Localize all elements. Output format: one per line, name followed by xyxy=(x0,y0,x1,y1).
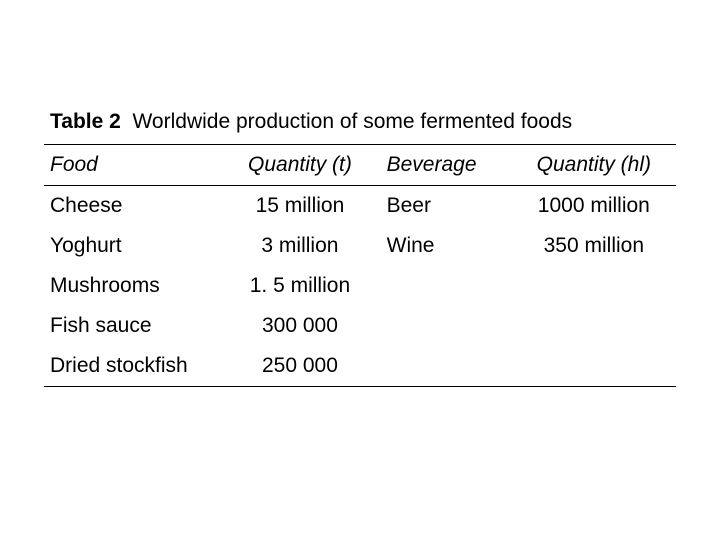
cell-qty-hl xyxy=(512,266,676,306)
cell-qty-t: 3 million xyxy=(227,226,372,266)
cell-bev xyxy=(373,306,512,346)
cell-bev: Wine xyxy=(373,226,512,266)
table-label: Table 2 xyxy=(50,110,121,133)
table-row: Mushrooms 1. 5 million xyxy=(44,266,676,306)
cell-qty-t: 300 000 xyxy=(227,306,372,346)
cell-bev xyxy=(373,346,512,387)
col-header-qty-hl: Quantity (hl) xyxy=(512,145,676,186)
cell-bev: Beer xyxy=(373,186,512,227)
cell-food: Dried stockfish xyxy=(44,346,227,387)
table-row: Fish sauce 300 000 xyxy=(44,306,676,346)
cell-qty-t: 250 000 xyxy=(227,346,372,387)
cell-qty-hl xyxy=(512,306,676,346)
table-caption: Table 2 Worldwide production of some fer… xyxy=(50,110,676,134)
col-header-qty-t: Quantity (t) xyxy=(227,145,372,186)
table-row: Yoghurt 3 million Wine 350 million xyxy=(44,226,676,266)
cell-qty-hl: 1000 million xyxy=(512,186,676,227)
cell-qty-hl: 350 million xyxy=(512,226,676,266)
cell-bev xyxy=(373,266,512,306)
table-row: Dried stockfish 250 000 xyxy=(44,346,676,387)
table-title: Worldwide production of some fermented f… xyxy=(132,110,572,133)
col-header-food: Food xyxy=(44,145,227,186)
cell-food: Cheese xyxy=(44,186,227,227)
cell-food: Yoghurt xyxy=(44,226,227,266)
table-row: Cheese 15 million Beer 1000 million xyxy=(44,186,676,227)
table-header-row: Food Quantity (t) Beverage Quantity (hl) xyxy=(44,145,676,186)
cell-qty-t: 15 million xyxy=(227,186,372,227)
cell-food: Fish sauce xyxy=(44,306,227,346)
fermented-foods-table: Food Quantity (t) Beverage Quantity (hl)… xyxy=(44,144,676,387)
cell-qty-t: 1. 5 million xyxy=(227,266,372,306)
cell-food: Mushrooms xyxy=(44,266,227,306)
cell-qty-hl xyxy=(512,346,676,387)
col-header-beverage: Beverage xyxy=(373,145,512,186)
